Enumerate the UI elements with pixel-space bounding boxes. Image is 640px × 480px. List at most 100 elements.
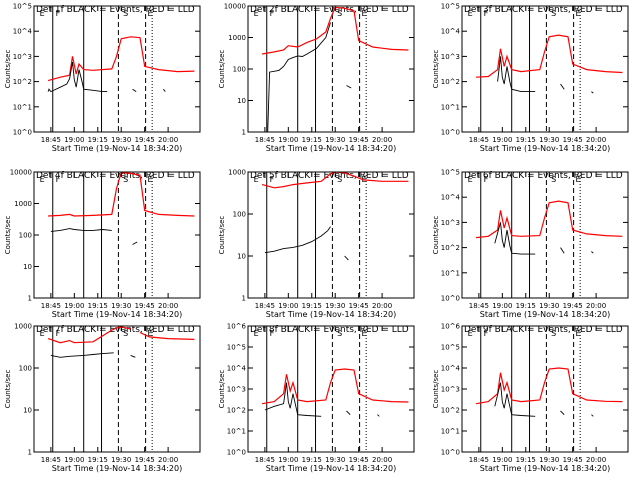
- events-rate-line: [163, 88, 166, 92]
- y-tick-label: 100: [233, 66, 246, 74]
- event-marker-label: S: [123, 329, 128, 338]
- y-tick-label: 10^4: [13, 28, 33, 36]
- x-tick-label: 19:15: [516, 456, 536, 464]
- y-axis-title: Counts/sec: [432, 50, 440, 89]
- x-tick-label: 20:00: [372, 302, 392, 310]
- y-tick-label: 1: [28, 449, 32, 457]
- events-rate-line: [494, 382, 536, 417]
- event-marker-label: E: [361, 329, 366, 338]
- x-tick-label: 19:15: [88, 136, 108, 144]
- x-tick-label: 19:45: [563, 302, 583, 310]
- x-tick-label: 18:45: [255, 456, 275, 464]
- x-tick-label: 19:30: [325, 136, 345, 144]
- event-marker-label: E: [40, 9, 45, 18]
- y-tick-label: 1000: [14, 200, 32, 208]
- x-tick-label: 19:00: [492, 302, 512, 310]
- event-marker-label: E: [147, 175, 152, 184]
- plot-frame: [461, 171, 629, 299]
- y-tick-label: 100: [233, 211, 246, 219]
- x-axis-title: Start Time (19-Nov-14 18:34:20): [52, 464, 182, 473]
- y-tick-label: 10^4: [441, 194, 461, 202]
- x-tick-label: 19:30: [111, 136, 131, 144]
- x-tick-label: 19:00: [492, 136, 512, 144]
- events-rate-line: [560, 83, 565, 90]
- events-rate-line: [377, 414, 380, 417]
- y-tick-label: 10^4: [441, 28, 461, 36]
- event-marker-label: S: [551, 175, 556, 184]
- events-rate-line: [132, 88, 137, 92]
- y-tick-label: 10^3: [441, 219, 460, 227]
- x-tick-label: 18:45: [255, 302, 275, 310]
- panel-title: Det 1f BLACK = Events, RED = LLD: [36, 5, 195, 15]
- x-tick-label: 20:00: [372, 456, 392, 464]
- y-tick-label: 1000: [14, 323, 32, 331]
- y-tick-label: 100: [19, 365, 32, 373]
- event-marker-label: E: [254, 9, 259, 18]
- x-tick-label: 19:45: [563, 136, 583, 144]
- event-marker-label: F: [56, 329, 61, 338]
- y-axis-title: Counts/sec: [4, 370, 12, 409]
- events-rate-line: [346, 410, 351, 416]
- x-tick-label: 19:30: [325, 302, 345, 310]
- y-axis-title: Counts/sec: [218, 50, 226, 89]
- lld-rate-line: [261, 6, 409, 55]
- event-marker-label: E: [468, 175, 473, 184]
- y-tick-label: 10^3: [441, 53, 460, 61]
- x-tick-label: 19:15: [302, 302, 322, 310]
- x-axis-title: Start Time (19-Nov-14 18:34:20): [480, 144, 610, 153]
- events-rate-line: [264, 226, 331, 254]
- lld-rate-line: [476, 34, 623, 78]
- x-tick-label: 19:00: [492, 456, 512, 464]
- y-tick-label: 10^0: [441, 129, 460, 137]
- y-tick-label: 10^0: [441, 295, 460, 303]
- y-axis-title: Counts/sec: [4, 50, 12, 89]
- y-tick-label: 10^3: [227, 386, 246, 394]
- x-tick-label: 19:30: [539, 302, 559, 310]
- event-marker-label: F: [270, 175, 275, 184]
- y-tick-label: 10: [23, 263, 32, 271]
- y-tick-label: 10000: [10, 169, 32, 177]
- events-rate-line: [130, 354, 136, 358]
- x-tick-label: 19:30: [539, 136, 559, 144]
- events-rate-line: [497, 56, 536, 93]
- x-tick-label: 18:45: [41, 302, 61, 310]
- y-tick-label: 10^5: [441, 3, 460, 11]
- x-axis-title: Start Time (19-Nov-14 18:34:20): [266, 144, 396, 153]
- panel-title: Det 9f BLACK = Events, RED = LLD: [464, 325, 623, 335]
- y-tick-label: 10^0: [13, 129, 32, 137]
- y-tick-label: 100: [19, 232, 32, 240]
- x-tick-label: 19:30: [539, 456, 559, 464]
- y-tick-label: 10^2: [227, 407, 246, 415]
- event-marker-label: S: [337, 329, 342, 338]
- plot-frame: [33, 325, 201, 453]
- x-tick-label: 19:15: [88, 302, 108, 310]
- event-marker-label: F: [484, 329, 489, 338]
- x-tick-label: 19:45: [349, 302, 369, 310]
- x-axis-title: Start Time (19-Nov-14 18:34:20): [52, 144, 182, 153]
- lld-rate-line: [261, 368, 409, 405]
- events-rate-line: [591, 414, 594, 417]
- x-tick-label: 18:45: [469, 136, 489, 144]
- events-rate-line: [591, 251, 594, 254]
- event-marker-label: S: [551, 9, 556, 18]
- event-marker-label: E: [468, 9, 473, 18]
- events-rate-line: [47, 61, 108, 93]
- events-rate-line: [264, 382, 322, 417]
- x-tick-label: 19:00: [64, 136, 84, 144]
- event-marker-label: S: [551, 329, 556, 338]
- plot-frame: [247, 171, 415, 299]
- plot-frame: [461, 325, 629, 453]
- y-tick-label: 10^6: [227, 323, 247, 331]
- y-tick-label: 1000: [228, 169, 246, 177]
- x-axis-title: Start Time (19-Nov-14 18:34:20): [480, 310, 610, 319]
- x-axis-title: Start Time (19-Nov-14 18:34:20): [266, 464, 396, 473]
- y-tick-label: 10000: [224, 3, 246, 11]
- x-axis-title: Start Time (19-Nov-14 18:34:20): [266, 310, 396, 319]
- x-tick-label: 20:00: [586, 302, 606, 310]
- x-tick-label: 20:00: [158, 136, 178, 144]
